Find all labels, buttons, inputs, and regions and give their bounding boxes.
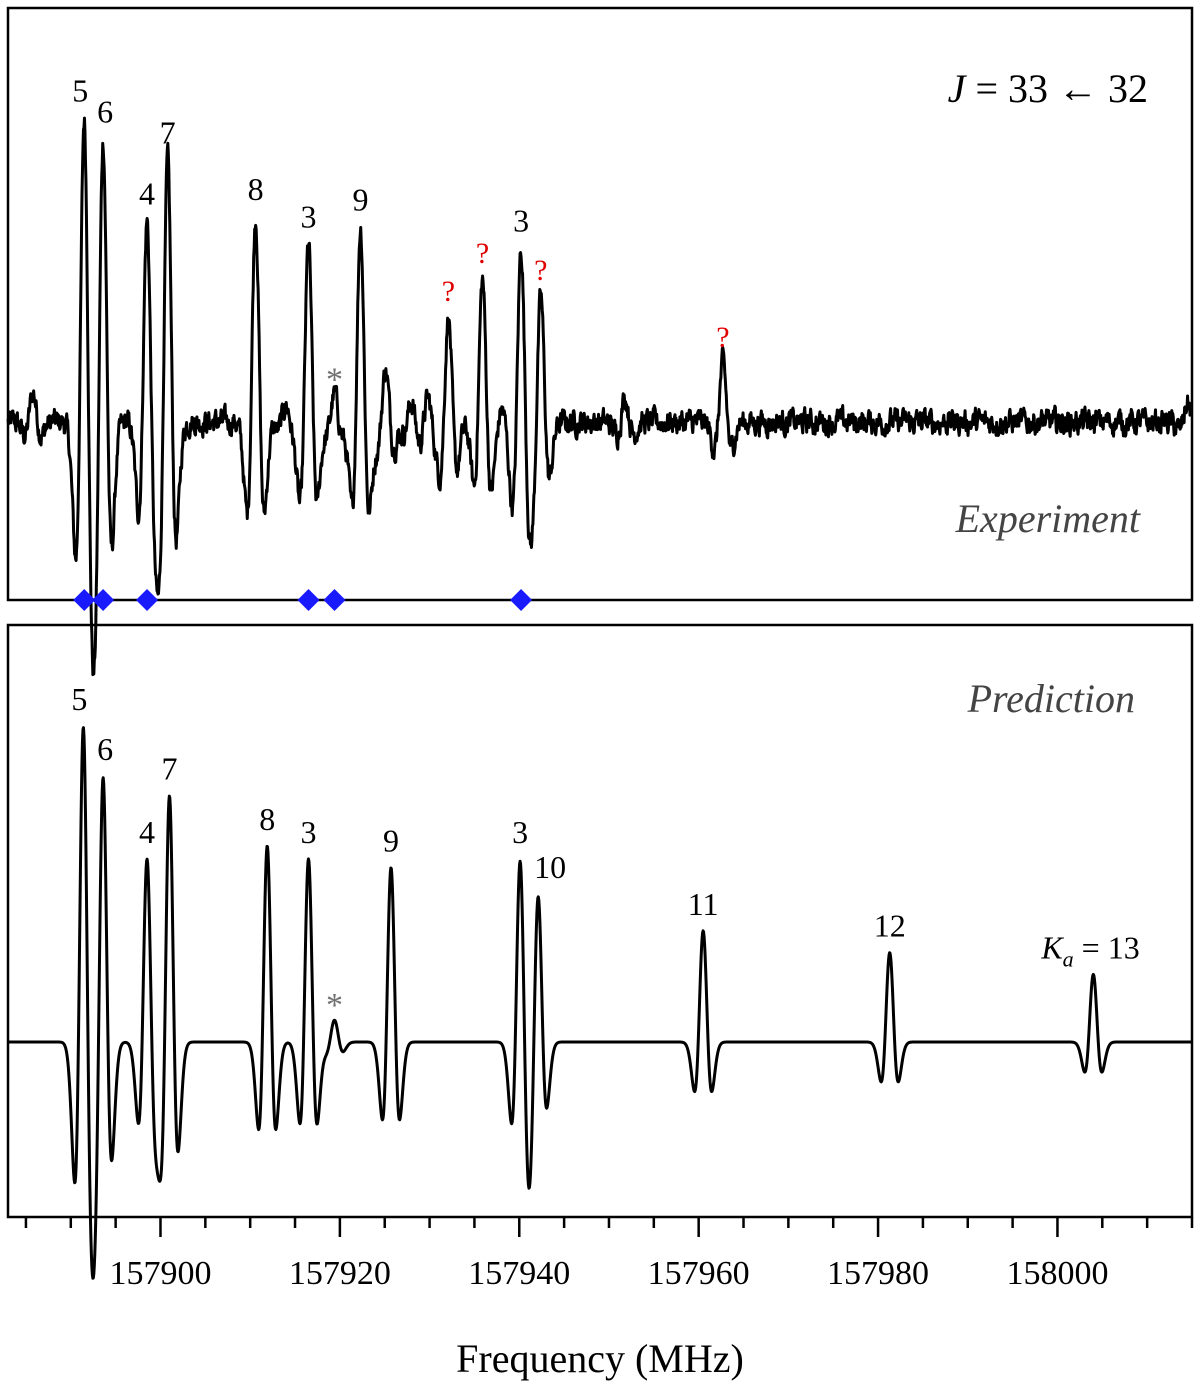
prediction-peak-label: 7 xyxy=(161,751,177,787)
assigned-line-diamond xyxy=(323,589,346,611)
x-axis: 157900 157920 157940 157960 157980 158000 xyxy=(24,1217,1194,1292)
x-tick-label: 158000 xyxy=(1006,1255,1108,1292)
experiment-peak-label: 3 xyxy=(300,199,316,235)
experiment-peak-label: 7 xyxy=(160,115,176,151)
assigned-line-diamond xyxy=(136,589,159,611)
prediction-peak-label: 11 xyxy=(688,886,719,922)
x-tick-label: 157980 xyxy=(827,1255,929,1292)
prediction-spectrum-trace xyxy=(6,726,1194,1280)
experiment-peak-label: 4 xyxy=(139,175,155,211)
assigned-line-markers xyxy=(73,589,533,611)
experiment-frame xyxy=(6,6,1194,602)
x-tick-label: 157940 xyxy=(468,1255,570,1292)
experiment-unassigned-mark: ? xyxy=(476,237,489,270)
experiment-peak-label: 9 xyxy=(353,182,369,218)
prediction-peak-label: 3 xyxy=(300,814,316,850)
prediction-peak-label: 8 xyxy=(259,801,275,837)
ka-subscript: a xyxy=(1063,946,1074,971)
prediction-peak-label: Ka = 13 xyxy=(1040,929,1139,971)
prediction-peak-label: 5 xyxy=(71,681,87,717)
experiment-panel-label: Experiment xyxy=(955,496,1141,541)
x-tick-label: 157960 xyxy=(648,1255,750,1292)
prediction-peak-label: 6 xyxy=(97,731,113,767)
ka-symbol: K xyxy=(1040,929,1064,965)
experiment-trace-layer xyxy=(6,116,1194,677)
transition-title-equation: = 33 ← 32 xyxy=(965,66,1148,111)
experiment-unassigned-mark: ? xyxy=(716,321,729,354)
experiment-unassigned-mark: ? xyxy=(442,275,455,308)
assigned-line-diamond xyxy=(297,589,320,611)
prediction-peak-label: 9 xyxy=(383,823,399,859)
x-axis-label: Frequency (MHz) xyxy=(456,1336,744,1381)
experiment-peak-label: 3 xyxy=(513,203,529,239)
assigned-line-diamond xyxy=(510,589,533,611)
prediction-peak-label: 4 xyxy=(139,814,155,850)
experiment-spectrum-trace xyxy=(6,116,1194,677)
experiment-peak-label: 5 xyxy=(72,73,88,109)
assigned-line-diamond xyxy=(73,589,96,611)
prediction-peak-label: 12 xyxy=(874,908,906,944)
prediction-peak-label: 10 xyxy=(534,849,566,885)
prediction-panel-label: Prediction xyxy=(967,676,1135,721)
prediction-trace-layer xyxy=(6,726,1194,1280)
ka-equals: = xyxy=(1074,929,1108,965)
experiment-asterisk-mark: * xyxy=(326,362,343,399)
experiment-unassigned-mark: ? xyxy=(534,254,547,287)
experiment-peak-label: 8 xyxy=(248,171,264,207)
assigned-line-diamond xyxy=(92,589,115,611)
prediction-peak-label: 3 xyxy=(512,814,528,850)
prediction-asterisk-mark: * xyxy=(326,987,343,1024)
ka-value: 13 xyxy=(1108,929,1140,965)
x-tick-label: 157920 xyxy=(289,1255,391,1292)
transition-title: J = 33 ← 32 xyxy=(948,66,1148,111)
x-tick-label: 157900 xyxy=(109,1255,211,1292)
transition-title-j: J xyxy=(948,66,968,111)
prediction-frame xyxy=(6,623,1194,1219)
experiment-peak-label: 6 xyxy=(97,94,113,130)
